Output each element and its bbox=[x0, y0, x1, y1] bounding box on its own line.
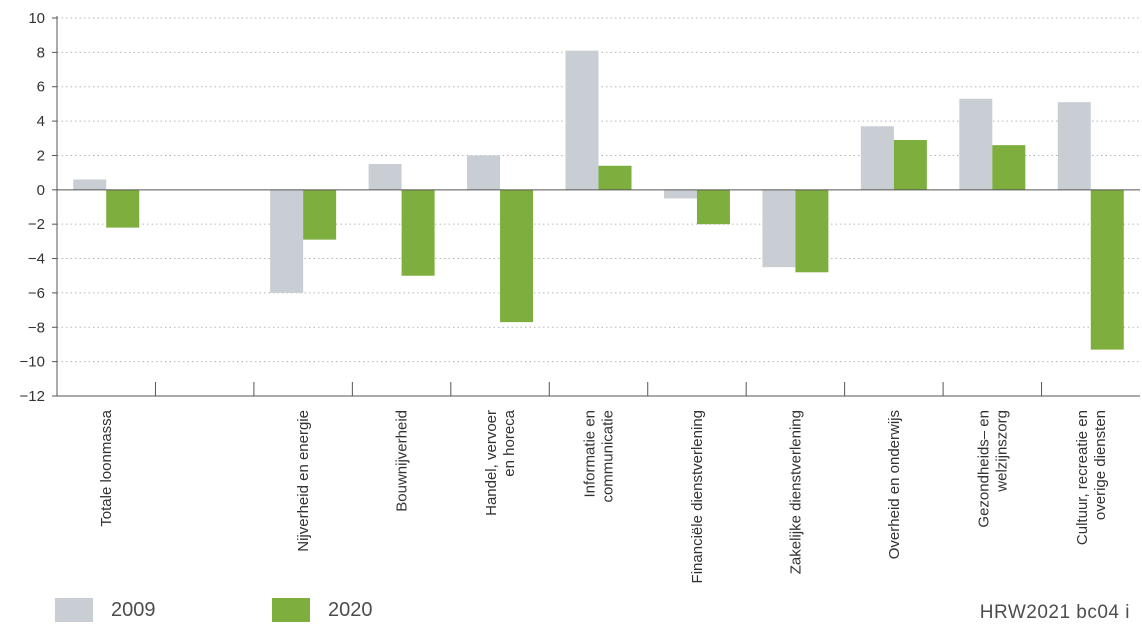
bar-2009 bbox=[762, 189, 796, 268]
x-category-label-line: en horeca bbox=[501, 409, 518, 476]
bar-2020 bbox=[893, 139, 927, 190]
y-tick-label: 4 bbox=[37, 113, 45, 130]
x-category-label: Financiële dienstverlening bbox=[689, 410, 706, 583]
y-tick-label: −12 bbox=[20, 388, 45, 405]
y-tick-label: −10 bbox=[20, 354, 45, 371]
x-category-label-line: Gezondheids– en bbox=[975, 410, 992, 528]
bar-2009 bbox=[368, 164, 402, 190]
bar-2009 bbox=[73, 179, 107, 190]
bars bbox=[73, 50, 1124, 350]
bar-2009 bbox=[565, 50, 599, 190]
y-tick-label: −8 bbox=[28, 319, 45, 336]
bar-2009 bbox=[860, 126, 894, 190]
x-category-label-line: Cultuur, recreatie en bbox=[1074, 410, 1091, 545]
figure-source-id: HRW2021 bc04 i bbox=[979, 602, 1130, 623]
x-category-label-line: Informatie en bbox=[582, 410, 599, 498]
x-category-label-line: Handel, vervoer bbox=[483, 410, 500, 516]
bar-2020 bbox=[401, 189, 435, 276]
x-category-label-line: Totale loonmassa bbox=[98, 409, 115, 526]
y-tick-label: −4 bbox=[28, 251, 45, 268]
axes bbox=[52, 16, 1140, 397]
y-tick-label: 8 bbox=[37, 44, 45, 61]
legend-item-2020: 2020 bbox=[272, 598, 373, 622]
bar-2020 bbox=[795, 189, 829, 273]
bar-2009 bbox=[1057, 102, 1091, 190]
x-category-label: Gezondheids– enwelzijnszorg bbox=[975, 410, 1010, 528]
x-category-label: Overheid en onderwijs bbox=[886, 410, 903, 559]
bar-2009 bbox=[959, 98, 993, 190]
x-category-label: Nijverheid en energie bbox=[295, 410, 312, 552]
x-category-label: Zakelijke dienstverlening bbox=[787, 410, 804, 574]
x-category-label: Bouwnijverheid bbox=[394, 410, 411, 512]
x-category-label: Informatie encommunicatie bbox=[582, 410, 617, 503]
bar-2009 bbox=[270, 189, 304, 293]
x-category-label-line: overige diensten bbox=[1092, 410, 1109, 520]
x-category-label-line: Overheid en onderwijs bbox=[886, 410, 903, 559]
y-tick-label: 6 bbox=[37, 79, 45, 96]
legend-item-2009: 2009 bbox=[55, 598, 156, 622]
x-category-labels: Totale loonmassa Nijverheid en energie Bou… bbox=[98, 409, 1109, 583]
y-tick-label: 10 bbox=[28, 10, 45, 27]
y-tick-label: 0 bbox=[37, 182, 45, 199]
bar-2020 bbox=[696, 189, 730, 225]
legend-swatch-2009 bbox=[55, 598, 93, 622]
x-category-label-line: Bouwnijverheid bbox=[394, 410, 411, 512]
bar-chart: 10 8 6 4 2 0 −2 −4 −6 −8 −10 −12 Totale loonmassa Ni… bbox=[20, 10, 1140, 583]
bar-2009 bbox=[663, 189, 697, 199]
x-category-label-line: Financiële dienstverlening bbox=[689, 410, 706, 583]
bar-2020 bbox=[303, 189, 337, 240]
bar-2020 bbox=[598, 165, 632, 190]
x-category-label: Handel, vervoeren horeca bbox=[483, 409, 518, 516]
x-category-label-line: Nijverheid en energie bbox=[295, 410, 312, 552]
x-category-label-line: communicatie bbox=[600, 410, 617, 503]
bar-2020 bbox=[500, 189, 534, 323]
bar-2020 bbox=[106, 189, 140, 228]
y-tick-label: 2 bbox=[37, 147, 45, 164]
y-tick-labels: 10 8 6 4 2 0 −2 −4 −6 −8 −10 −12 bbox=[20, 10, 45, 405]
x-category-label-line: Zakelijke dienstverlening bbox=[787, 410, 804, 574]
bar-2009 bbox=[467, 155, 501, 190]
bar-2020 bbox=[992, 145, 1026, 190]
x-category-label: Cultuur, recreatie enoverige diensten bbox=[1074, 410, 1109, 545]
legend-label-2020: 2020 bbox=[328, 598, 373, 621]
y-tick-label: −2 bbox=[28, 216, 45, 233]
y-tick-label: −6 bbox=[28, 285, 45, 302]
bar-2020 bbox=[1090, 189, 1124, 350]
legend-swatch-2020 bbox=[272, 598, 310, 622]
legend-label-2009: 2009 bbox=[111, 598, 156, 621]
x-category-label-line: welzijnszorg bbox=[993, 410, 1010, 493]
x-category-label: Totale loonmassa bbox=[98, 409, 115, 526]
